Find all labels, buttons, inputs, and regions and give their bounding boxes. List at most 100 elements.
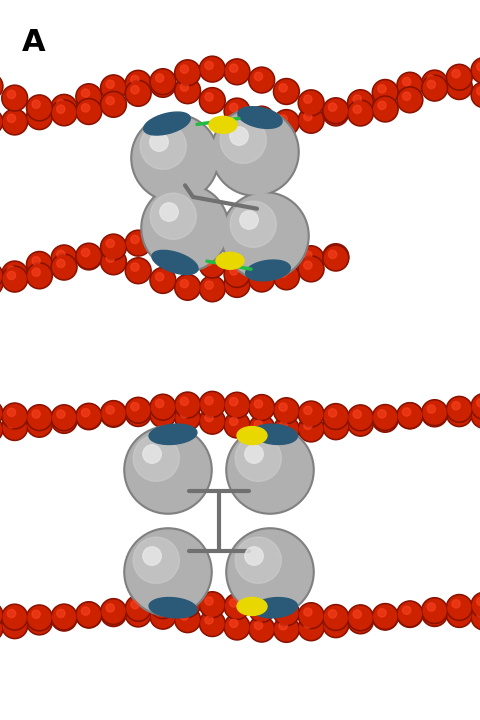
Circle shape [175, 591, 201, 617]
Circle shape [127, 232, 150, 255]
Circle shape [328, 409, 336, 417]
Circle shape [229, 397, 238, 406]
Circle shape [230, 201, 276, 248]
Circle shape [374, 97, 396, 120]
Circle shape [2, 109, 28, 135]
Circle shape [372, 603, 398, 629]
Circle shape [152, 605, 174, 628]
Circle shape [127, 259, 150, 282]
Circle shape [201, 89, 224, 112]
Circle shape [150, 68, 176, 95]
Circle shape [106, 239, 114, 248]
Circle shape [452, 69, 460, 78]
Circle shape [274, 397, 300, 424]
Circle shape [324, 606, 347, 629]
Circle shape [131, 402, 139, 411]
Circle shape [423, 602, 446, 625]
Circle shape [254, 602, 263, 610]
Circle shape [250, 396, 273, 419]
Circle shape [175, 78, 201, 104]
Circle shape [131, 263, 139, 271]
Circle shape [100, 400, 127, 426]
Circle shape [205, 257, 213, 266]
Circle shape [82, 408, 90, 417]
Circle shape [176, 406, 199, 429]
Circle shape [397, 403, 423, 429]
Circle shape [229, 276, 238, 285]
Circle shape [323, 98, 349, 124]
Circle shape [76, 243, 102, 269]
Circle shape [427, 406, 435, 415]
Circle shape [201, 410, 224, 433]
Circle shape [2, 403, 28, 429]
Circle shape [3, 268, 26, 291]
Circle shape [0, 270, 3, 296]
Circle shape [221, 192, 309, 280]
Circle shape [220, 117, 266, 163]
Circle shape [349, 412, 372, 435]
Circle shape [249, 266, 275, 292]
Circle shape [102, 402, 125, 425]
Circle shape [374, 81, 396, 104]
Circle shape [0, 263, 3, 289]
Circle shape [300, 247, 323, 270]
Circle shape [125, 230, 151, 256]
Circle shape [100, 600, 127, 626]
Circle shape [353, 95, 361, 103]
Circle shape [2, 85, 28, 111]
Circle shape [235, 537, 281, 583]
Circle shape [7, 266, 16, 274]
Circle shape [0, 416, 3, 442]
Circle shape [180, 246, 189, 255]
Circle shape [372, 406, 398, 432]
Circle shape [7, 114, 16, 122]
Circle shape [324, 415, 347, 438]
Circle shape [77, 405, 100, 428]
Circle shape [250, 108, 273, 130]
Circle shape [249, 596, 275, 622]
Circle shape [452, 78, 460, 87]
Circle shape [100, 249, 127, 275]
Circle shape [224, 261, 250, 287]
Circle shape [106, 254, 114, 262]
Circle shape [226, 595, 249, 618]
Circle shape [378, 412, 386, 420]
Circle shape [57, 259, 65, 268]
Circle shape [100, 91, 127, 117]
Circle shape [274, 78, 300, 104]
Circle shape [57, 413, 65, 421]
Circle shape [254, 621, 263, 629]
Circle shape [199, 88, 225, 114]
Circle shape [150, 267, 176, 294]
Circle shape [226, 528, 314, 616]
Circle shape [133, 435, 180, 482]
Circle shape [240, 211, 258, 229]
Circle shape [0, 418, 1, 441]
Circle shape [279, 258, 288, 266]
Circle shape [452, 402, 460, 410]
Circle shape [304, 608, 312, 616]
Circle shape [374, 605, 396, 628]
Circle shape [448, 66, 471, 89]
Circle shape [224, 59, 250, 85]
Circle shape [51, 604, 77, 630]
Circle shape [224, 392, 250, 418]
Circle shape [300, 91, 323, 114]
Circle shape [300, 418, 323, 441]
Circle shape [51, 245, 77, 271]
Circle shape [249, 415, 275, 441]
Circle shape [106, 604, 114, 612]
Circle shape [228, 428, 312, 512]
Circle shape [127, 399, 150, 422]
Circle shape [205, 413, 213, 422]
Circle shape [403, 92, 411, 100]
Circle shape [127, 597, 150, 620]
Ellipse shape [246, 260, 290, 281]
Circle shape [26, 411, 52, 437]
Ellipse shape [216, 252, 244, 269]
Circle shape [125, 71, 151, 96]
Circle shape [180, 279, 189, 288]
Circle shape [328, 617, 336, 625]
Ellipse shape [209, 117, 237, 133]
Circle shape [254, 420, 263, 428]
